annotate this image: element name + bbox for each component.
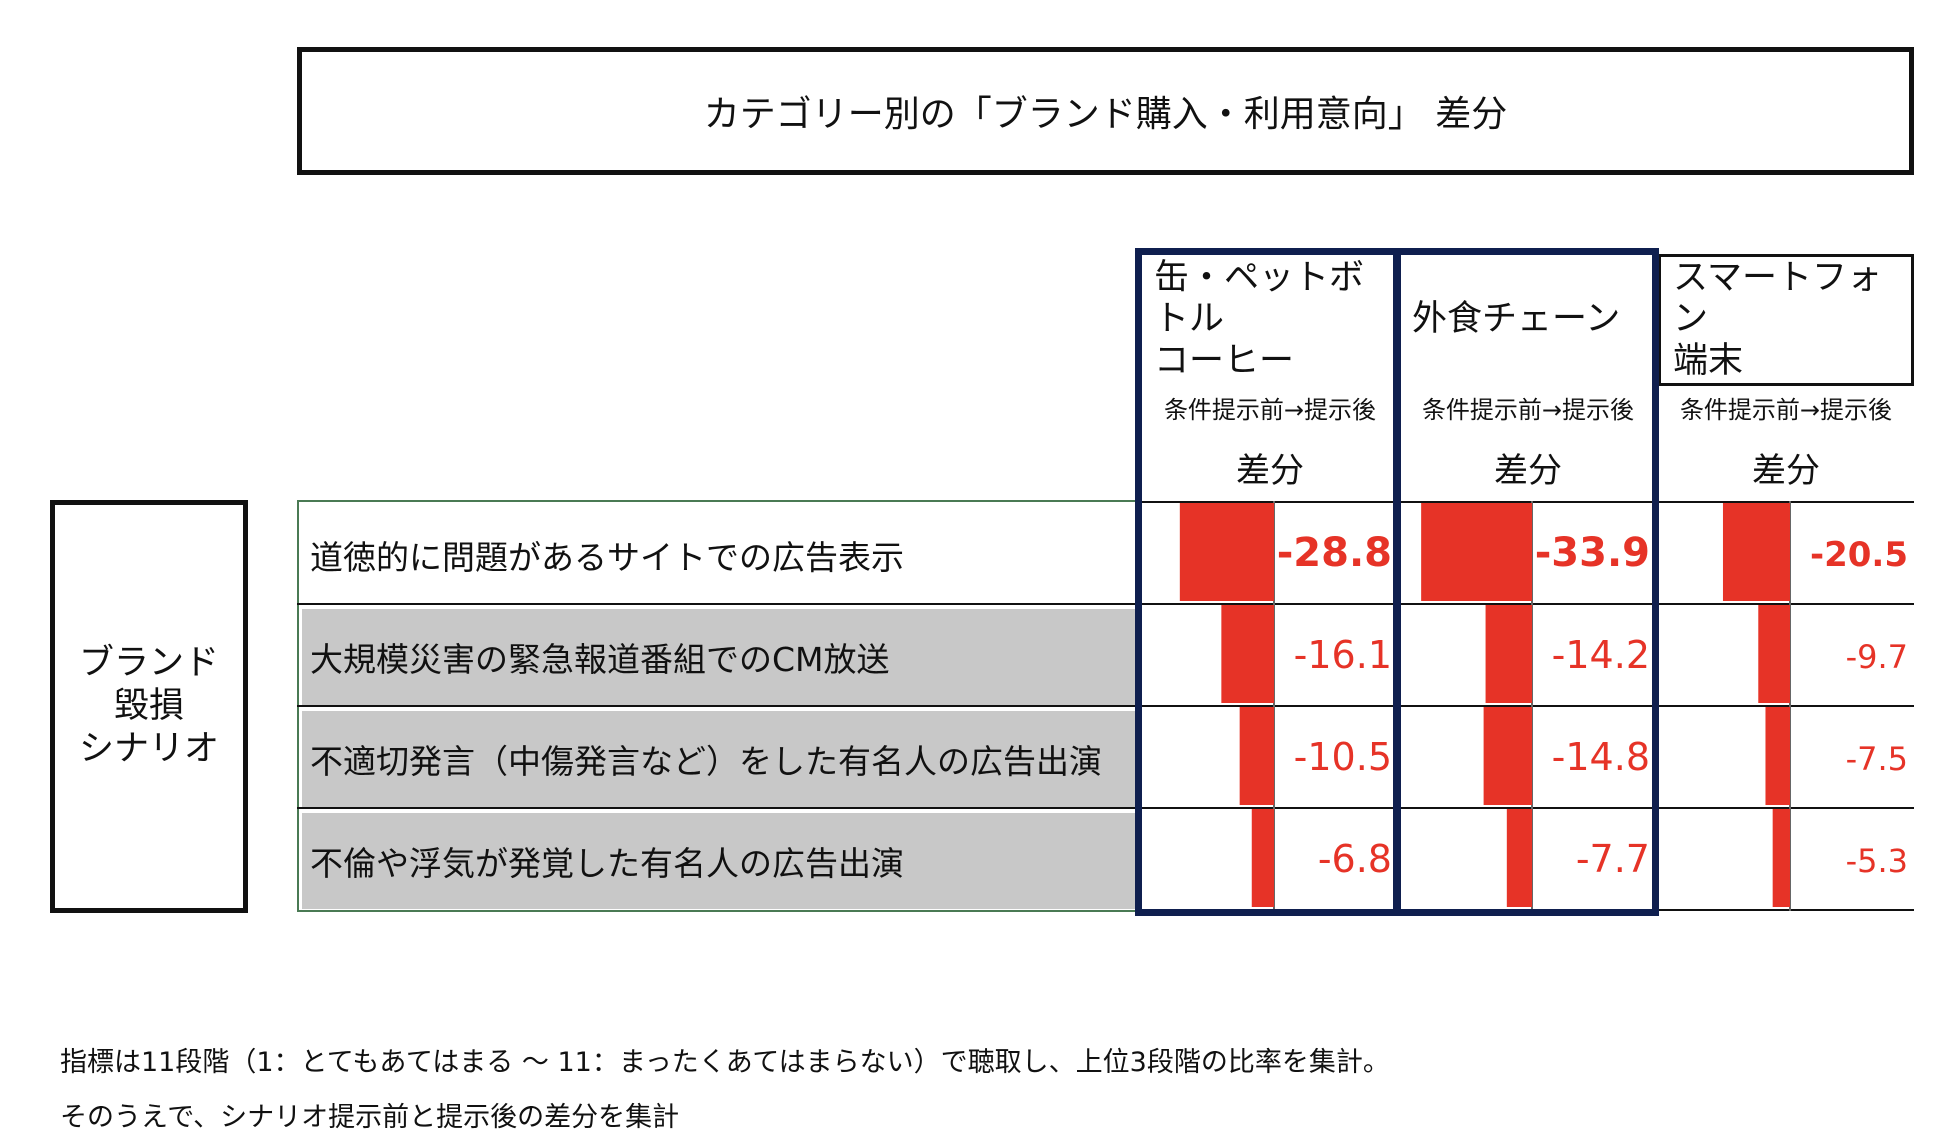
value-label: -10.5 — [1294, 735, 1392, 779]
value-label: -28.8 — [1277, 530, 1392, 576]
group-label-line: 毀損 — [113, 686, 184, 727]
scenario-label: 道徳的に問題があるサイトでの広告表示 — [310, 538, 904, 577]
footnote: 指標は11段階（1：とてもあてはまる 〜 11：まったくあてはまらない）で聴取し… — [60, 1047, 1390, 1078]
bar — [1483, 707, 1532, 805]
sub-label: 条件提示前→提示後 — [1421, 396, 1635, 424]
category-header-can-coffee: 缶・ペットボトル コーヒー — [1142, 254, 1398, 386]
bar — [1485, 605, 1532, 703]
value-label: -9.7 — [1846, 638, 1908, 676]
row-divider — [1142, 501, 1914, 503]
group-label-line: シナリオ — [78, 728, 219, 769]
highlight-frame-can-coffee — [1135, 248, 1400, 916]
category-header-line: 缶・ペットボトル — [1154, 258, 1365, 340]
scenario-label: 不倫や浮気が発覚した有名人の広告出演 — [310, 844, 904, 883]
category-header-line: 端末 — [1673, 340, 1744, 381]
bar — [1239, 707, 1274, 805]
highlight-frame-restaurant-chain — [1394, 248, 1659, 916]
bar — [1758, 605, 1790, 703]
chart-title: カテゴリー別の「ブランド購入・利用意向」 差分 — [297, 47, 1914, 175]
bar — [1179, 503, 1274, 601]
category-header-line: コーヒー — [1154, 340, 1295, 381]
bar — [1506, 809, 1532, 907]
category-header-restaurant-chain: 外食チェーン — [1400, 254, 1656, 386]
group-label-line: ブランド — [78, 643, 219, 684]
diff-label: 差分 — [1236, 451, 1304, 491]
scenario-row: 大規模災害の緊急報道番組でのCM放送 — [302, 609, 1136, 705]
group-label-box: ブランド 毀損 シナリオ — [50, 500, 248, 913]
bar — [1765, 707, 1790, 805]
category-header-line: 外食チェーン — [1412, 299, 1621, 340]
bar — [1251, 809, 1274, 907]
sub-label: 条件提示前→提示後 — [1163, 396, 1377, 424]
scenario-label: 大規模災害の緊急報道番組でのCM放送 — [310, 640, 890, 679]
row-divider — [297, 603, 1914, 605]
row-divider — [297, 807, 1914, 809]
scenario-row: 不適切発言（中傷発言など）をした有名人の広告出演 — [302, 711, 1136, 807]
category-header-smartphone: スマートフォン 端末 — [1658, 254, 1914, 386]
footnote: そのうえで、シナリオ提示前と提示後の差分を集計 — [60, 1102, 680, 1133]
value-label: -7.7 — [1576, 837, 1650, 881]
bar — [1221, 605, 1274, 703]
sub-label: 条件提示前→提示後 — [1679, 396, 1893, 424]
diff-label: 差分 — [1494, 451, 1562, 491]
scenario-row: 不倫や浮気が発覚した有名人の広告出演 — [302, 813, 1136, 909]
bar — [1772, 809, 1790, 907]
scenario-row: 道徳的に問題があるサイトでの広告表示 — [302, 507, 1136, 603]
bar — [1722, 503, 1790, 601]
value-label: -6.8 — [1318, 837, 1392, 881]
value-label: -14.2 — [1552, 633, 1650, 677]
value-label: -33.9 — [1535, 530, 1650, 576]
value-label: -5.3 — [1846, 842, 1908, 880]
scenario-label: 不適切発言（中傷発言など）をした有名人の広告出演 — [310, 742, 1102, 781]
value-label: -7.5 — [1846, 740, 1908, 778]
value-label: -16.1 — [1294, 633, 1392, 677]
value-label: -20.5 — [1810, 535, 1908, 575]
diff-label: 差分 — [1752, 451, 1820, 491]
category-header-line: スマートフォン — [1673, 258, 1882, 340]
value-label: -14.8 — [1552, 735, 1650, 779]
row-divider — [297, 705, 1914, 707]
bar — [1421, 503, 1532, 601]
